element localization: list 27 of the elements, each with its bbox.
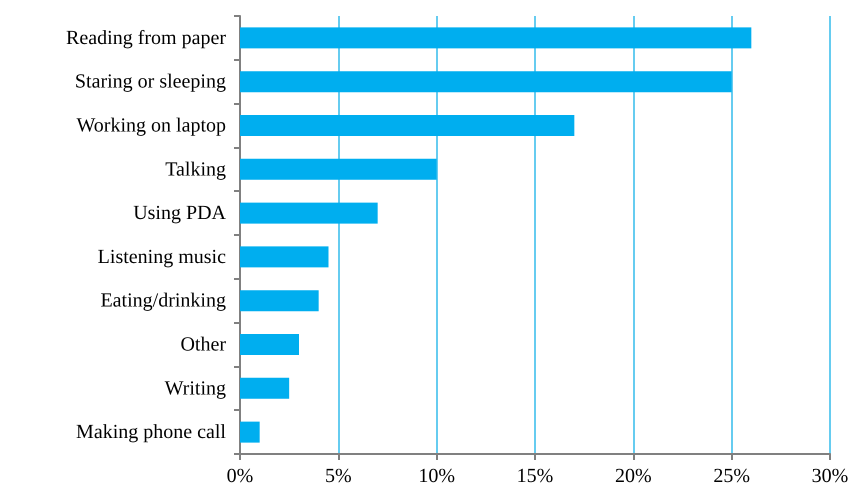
x-tick-label: 0% [226,465,254,487]
bar [240,378,290,399]
bar [240,290,319,312]
bar [240,202,378,224]
y-tick-label: Staring or sleeping [74,70,226,93]
bar [240,27,752,48]
y-tick-label: Making phone call [76,421,226,444]
bar [240,422,260,443]
bar [240,71,732,92]
bar [240,158,437,180]
x-tick-label: 5% [324,465,352,487]
y-tick-label: Reading from paper [66,26,226,49]
y-tick-label: Eating/drinking [100,290,226,312]
y-tick-label: Listening music [98,246,226,268]
x-tick-label: 30% [812,465,848,487]
bar [240,246,328,268]
y-tick-label: Working on laptop [76,114,226,136]
y-tick-label: Other [180,334,226,356]
x-tick-label: 25% [713,465,750,487]
x-tick-label: 15% [516,465,554,487]
y-tick-label: Using PDA [133,202,227,224]
y-tick-label: Writing [164,377,226,400]
bar [240,334,299,356]
bar [240,114,574,136]
y-tick-label: Talking [165,158,226,180]
x-tick-label: 20% [614,465,652,487]
x-tick-label: 10% [418,465,456,487]
